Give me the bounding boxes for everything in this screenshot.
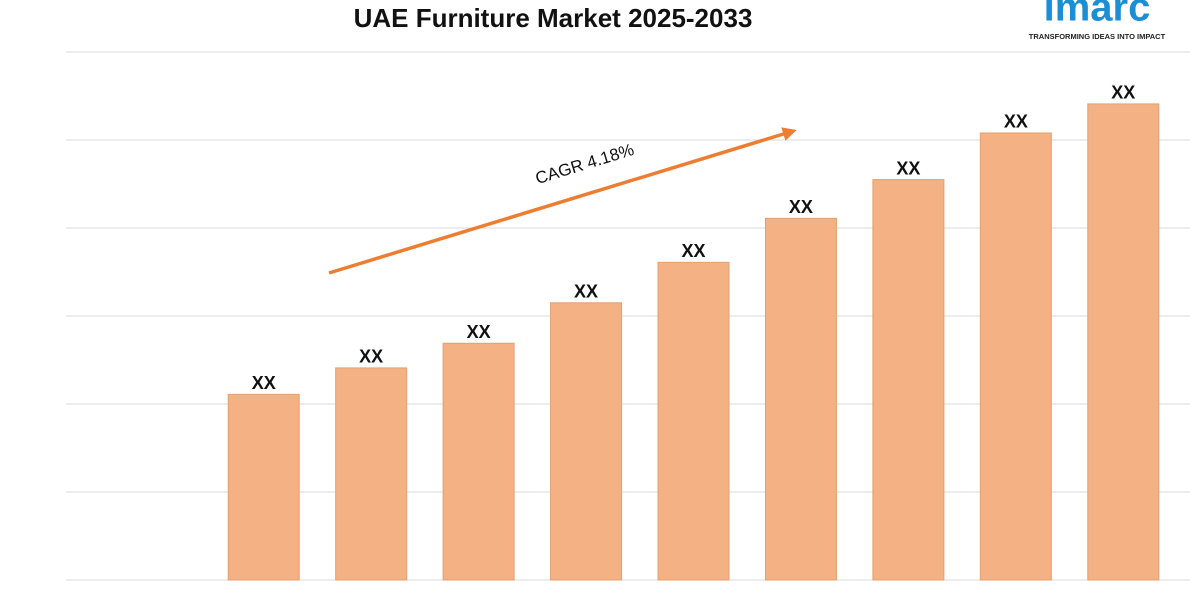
bar [442,342,515,581]
cagr-arrow [328,127,797,275]
data-label: XX [1111,83,1135,103]
cagr-label: CAGR 4.18% [533,140,636,188]
data-label: XX [467,322,491,342]
bar [335,367,408,581]
bar [979,132,1052,581]
chart-title: UAE Furniture Market 2025-2033 [354,3,753,33]
bar [550,302,623,581]
bar [764,217,837,581]
data-label: XX [574,282,598,302]
data-label: XX [252,373,276,393]
data-label: XX [681,241,705,261]
data-label: XX [896,158,920,178]
logo-name: imarc [1044,0,1151,30]
bar [657,261,730,581]
data-label: XX [789,197,813,217]
bar [872,179,945,581]
logo-tagline: TRANSFORMING IDEAS INTO IMPACT [1029,32,1166,41]
data-label: XX [359,347,383,367]
data-label: XX [1004,112,1028,132]
bar [227,393,300,581]
bar [1087,103,1160,581]
